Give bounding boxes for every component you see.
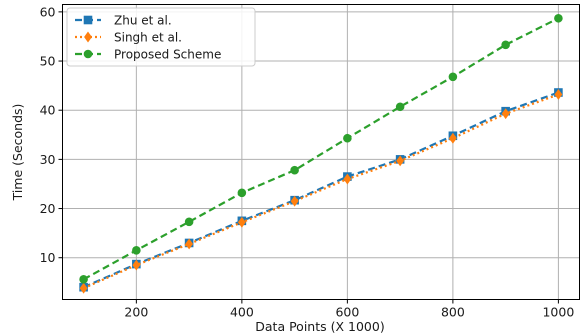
legend-swatch-marker [83,49,93,59]
series-line-zhu-et-al [83,91,559,289]
data-point-singh-et-al [396,155,405,167]
data-point-proposed-scheme [132,246,141,255]
legend-label: Zhu et al. [114,14,172,28]
x-tick-label: 600 [335,305,359,320]
data-point-singh-et-al [79,282,88,294]
data-point-proposed-scheme [501,40,510,50]
data-point-singh-et-al [554,89,563,100]
data-point-singh-et-al [448,132,457,144]
legend-item-singh-et-al: Singh et al. [75,31,182,45]
series-line-proposed-scheme [83,17,559,281]
x-axis-label: Data Points (X 1000) [255,319,384,334]
series-proposed-scheme [79,13,563,284]
y-tick-label: 30 [40,152,56,167]
y-tick-label: 40 [40,103,56,118]
y-tick-label: 60 [40,4,56,19]
data-point-proposed-scheme [395,102,405,112]
x-tick-label: 1000 [542,305,574,320]
data-point-proposed-scheme [343,133,352,143]
data-point-singh-et-al [343,173,352,185]
data-point-singh-et-al [132,259,141,271]
series-singh-et-al [79,89,563,294]
plot-frame [62,4,580,300]
y-axis-label: Time (Seconds) [10,104,25,202]
y-tick-label: 50 [40,54,56,69]
data-point-proposed-scheme [184,217,194,227]
legend-swatch-marker [84,31,92,43]
x-tick-label: 200 [124,305,148,320]
data-point-singh-et-al [237,216,246,228]
data-point-singh-et-al [185,238,194,250]
legend-label: Proposed Scheme [114,48,221,62]
series-group [79,13,563,294]
data-point-proposed-scheme [237,188,247,198]
data-point-proposed-scheme [554,13,563,23]
x-tick-label: 800 [441,305,465,320]
series-line-singh-et-al [83,93,559,290]
data-point-singh-et-al [501,108,510,120]
legend-box [66,7,256,67]
axis-ticks: 200 400 600 800 1000 10 20 30 40 50 60 [40,4,575,319]
legend: Zhu et al. Singh et al. Proposed Scheme [66,7,256,67]
y-tick-label: 20 [40,201,56,216]
legend-item-proposed-scheme: Proposed Scheme [75,48,221,62]
data-point-proposed-scheme [448,72,458,82]
data-point-singh-et-al [290,195,299,207]
data-point-proposed-scheme [79,275,88,284]
y-tick-label: 10 [40,250,56,265]
legend-swatch-marker [83,15,93,25]
legend-item-zhu-et-al: Zhu et al. [75,14,172,28]
legend-label: Singh et al. [114,31,182,45]
x-tick-label: 400 [230,305,254,320]
data-point-proposed-scheme [290,165,299,175]
